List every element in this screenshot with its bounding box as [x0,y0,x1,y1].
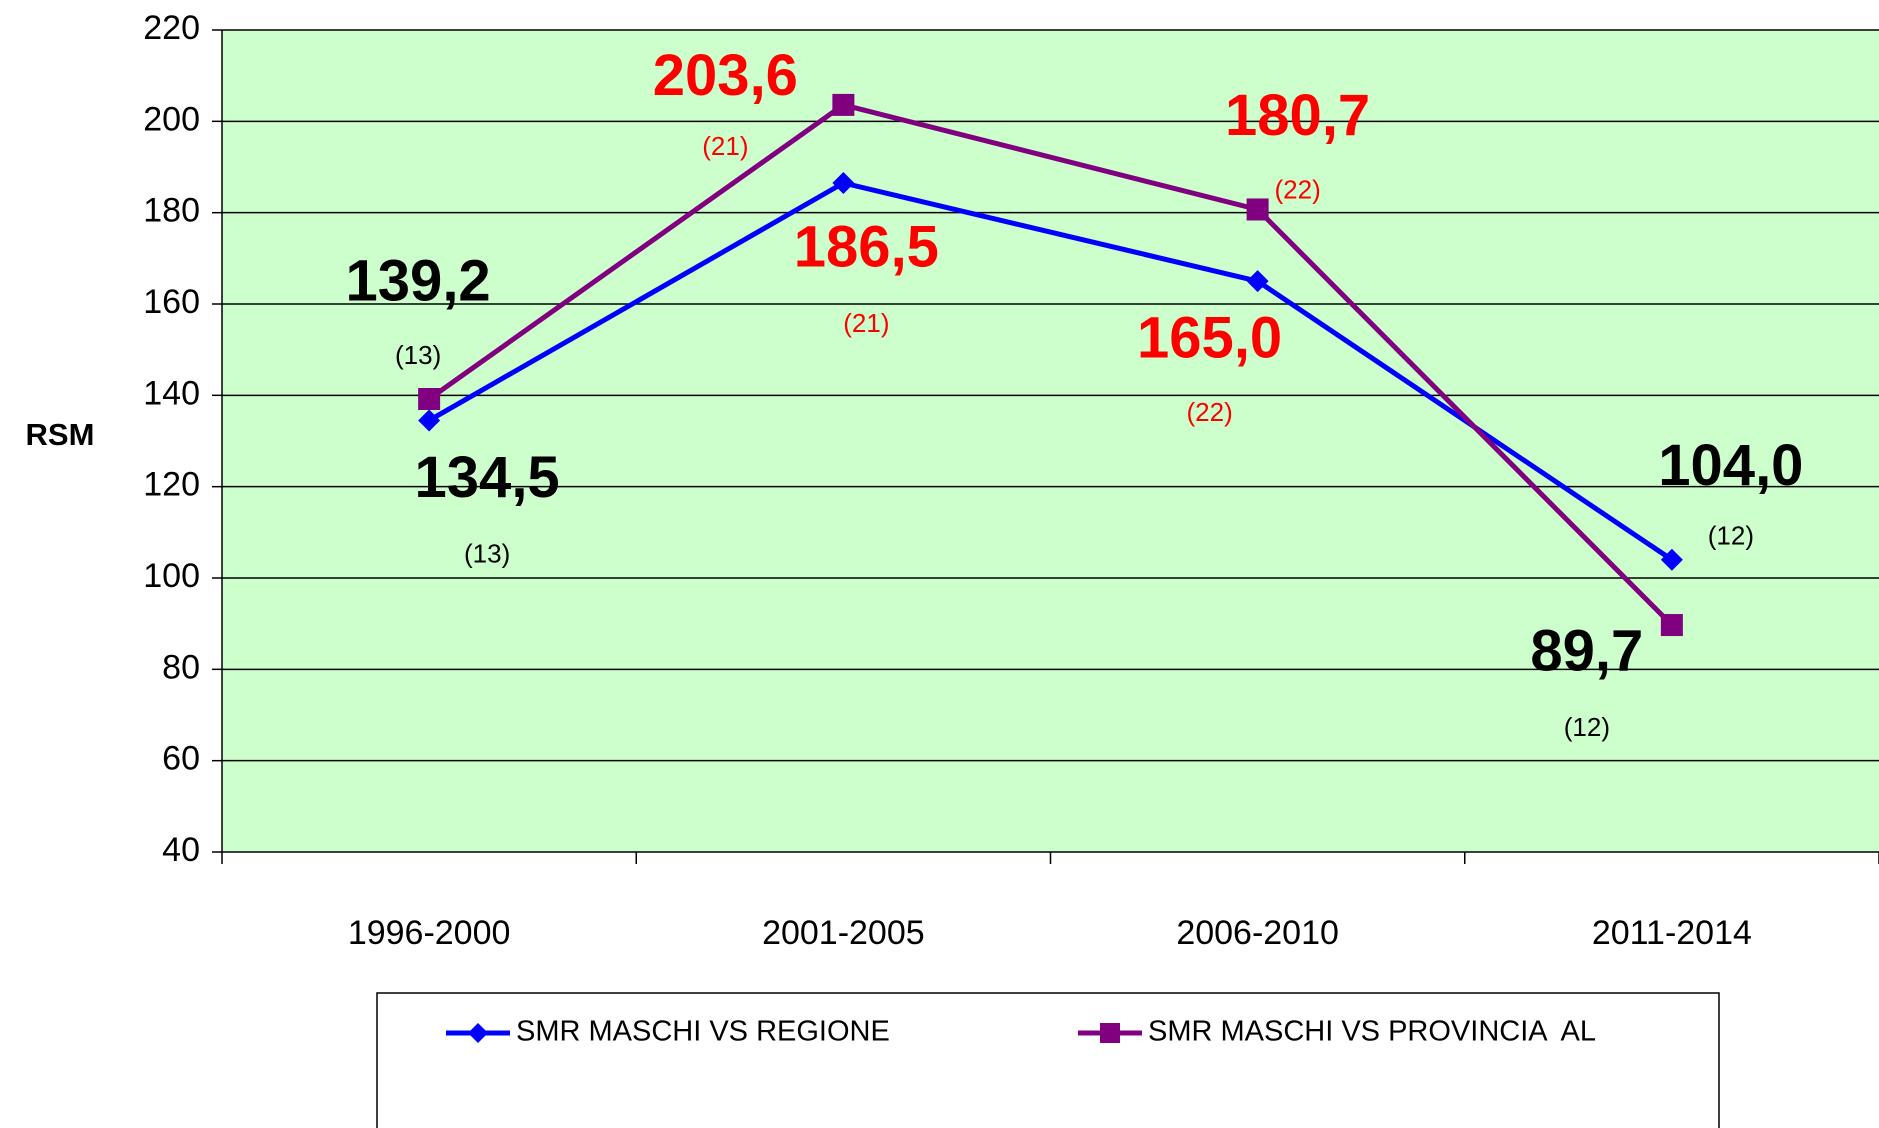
value-label: 104,0 [1658,433,1803,498]
value-label: 139,2 [346,248,491,313]
x-tick-label: 2011-2014 [1592,914,1752,952]
y-tick-label: 100 [143,557,200,595]
marker [418,387,441,410]
marker [1660,614,1683,637]
count-label: (12) [1708,521,1754,551]
x-tick-label: 1996-2000 [348,914,511,952]
count-label: (22) [1187,397,1233,427]
y-axis-label: RSM [26,417,95,452]
y-tick-label: 200 [143,100,200,138]
legend-box [376,992,1720,1128]
count-label: (21) [843,308,889,338]
y-tick-label: 180 [143,192,200,230]
y-tick-label: 120 [143,466,200,504]
y-tick-label: 40 [162,831,200,869]
value-label: 203,6 [653,43,798,108]
y-tick-label: 140 [143,374,200,412]
y-tick-label: 220 [143,9,200,47]
series-line [427,102,1674,627]
x-tick-label: 2006-2010 [1176,914,1339,952]
marker [1246,198,1269,221]
marker [418,409,441,432]
marker [832,93,855,116]
count-label: (22) [1275,174,1321,204]
marker [832,171,855,194]
marker [1660,548,1683,571]
marker [1246,270,1269,293]
legend-marker [468,1023,488,1043]
value-label: 134,5 [415,445,560,510]
y-tick-label: 60 [162,740,200,778]
legend-label: SMR MASCHI VS REGIONE [516,1016,890,1048]
y-tick-label: 160 [143,283,200,321]
value-label: 180,7 [1225,83,1370,148]
x-tick-label: 2001-2005 [762,914,925,952]
count-label: (13) [395,340,441,370]
count-label: (13) [464,538,510,568]
value-label: 89,7 [1530,618,1643,683]
count-label: (21) [702,131,748,161]
y-tick-label: 80 [162,648,200,686]
legend-marker [1100,1023,1120,1043]
legend-label: SMR MASCHI VS PROVINCIA AL [1148,1016,1596,1048]
count-label: (12) [1564,712,1610,742]
plot-area [222,30,1879,852]
value-label: 186,5 [794,214,939,279]
value-label: 165,0 [1137,305,1282,370]
